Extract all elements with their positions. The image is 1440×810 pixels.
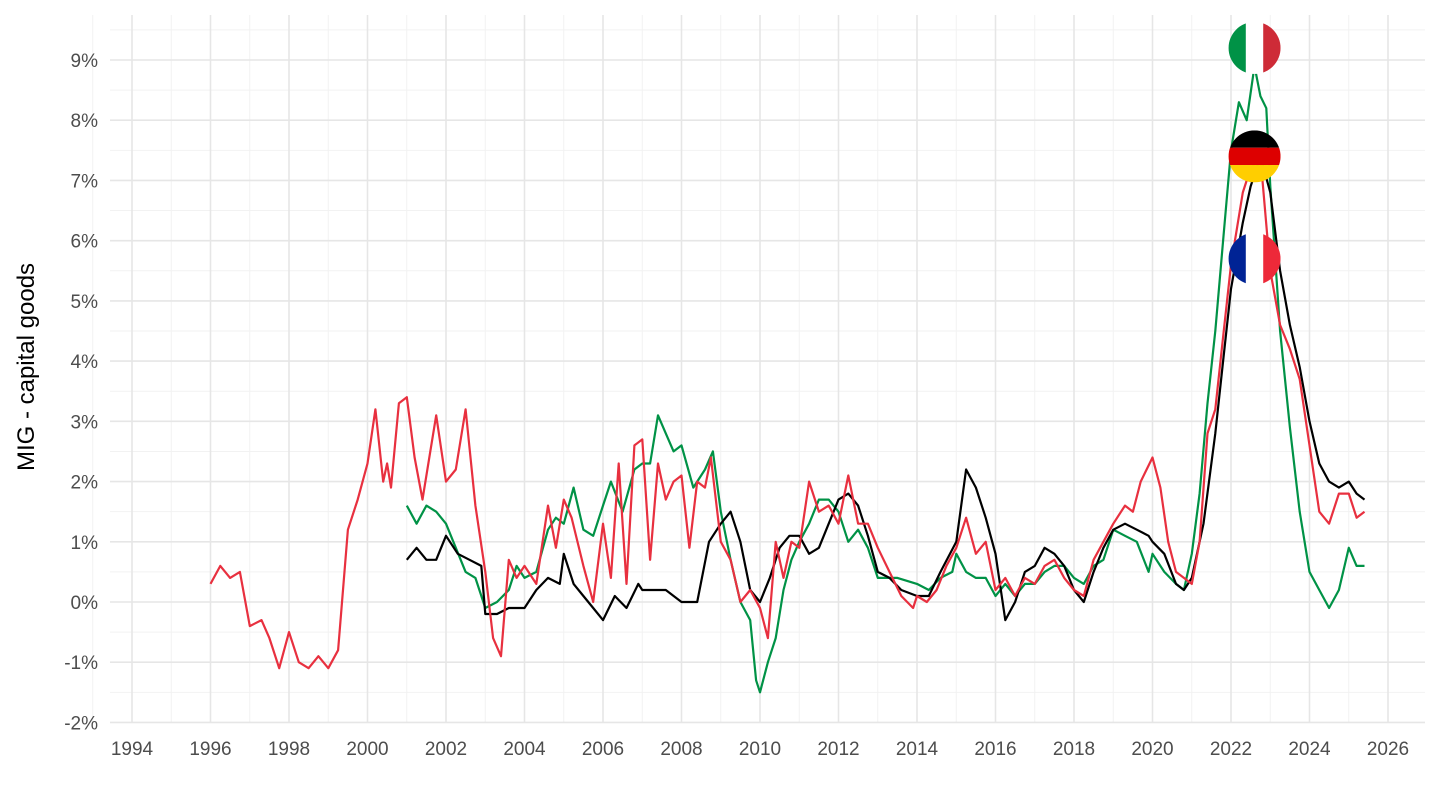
y-tick-label: 6%: [71, 232, 99, 253]
france-flag: [1228, 232, 1281, 285]
y-tick-label: 5%: [71, 292, 99, 313]
x-tick-label: 2008: [660, 739, 702, 760]
y-axis-tick-labels: -2% -1% 0% 1% 2% 3% 4% 5% 6% 7% 8% 9%: [64, 51, 98, 734]
y-tick-label: 8%: [71, 111, 99, 132]
x-tick-label: 2022: [1210, 739, 1252, 760]
x-tick-label: 1996: [189, 739, 231, 760]
y-tick-label: -2%: [64, 713, 98, 734]
italy-flag: [1228, 21, 1281, 74]
x-tick-label: 2012: [817, 739, 859, 760]
x-tick-label: 2020: [1131, 739, 1173, 760]
series-line-italy: [405, 64, 1365, 694]
y-tick-label: 0%: [71, 593, 99, 614]
x-tick-label: 2026: [1367, 739, 1409, 760]
minor-gridlines: [92, 15, 1425, 723]
x-tick-label: 2014: [896, 739, 939, 760]
x-tick-label: 2006: [582, 739, 624, 760]
x-axis-tick-labels: 1994 1996 1998 2000 2002 2004 2006 2008 2010 2012…: [111, 739, 1409, 760]
y-tick-label: 1%: [71, 533, 99, 554]
x-tick-label: 2000: [346, 739, 388, 760]
major-gridlines: [110, 15, 1425, 724]
x-tick-label: 2004: [503, 739, 546, 760]
y-axis-title: MIG - capital goods: [13, 263, 40, 471]
x-tick-label: 2010: [739, 739, 781, 760]
y-tick-label: 3%: [71, 412, 99, 433]
y-tick-label: 7%: [71, 171, 99, 192]
flag-markers: [1228, 21, 1281, 285]
series-lines: [209, 64, 1366, 694]
germany-flag: [1228, 130, 1281, 183]
x-tick-label: 2002: [425, 739, 467, 760]
x-tick-label: 1998: [268, 739, 310, 760]
y-tick-label: 9%: [71, 51, 99, 72]
x-tick-label: 2018: [1053, 739, 1095, 760]
x-tick-label: 2024: [1288, 739, 1331, 760]
y-tick-label: 4%: [71, 352, 99, 373]
y-tick-label: 2%: [71, 473, 99, 494]
series-line-france: [209, 155, 1366, 670]
series-line-germany: [405, 155, 1366, 622]
x-tick-label: 1994: [111, 739, 154, 760]
y-tick-label: -1%: [64, 653, 98, 674]
x-tick-label: 2016: [974, 739, 1016, 760]
